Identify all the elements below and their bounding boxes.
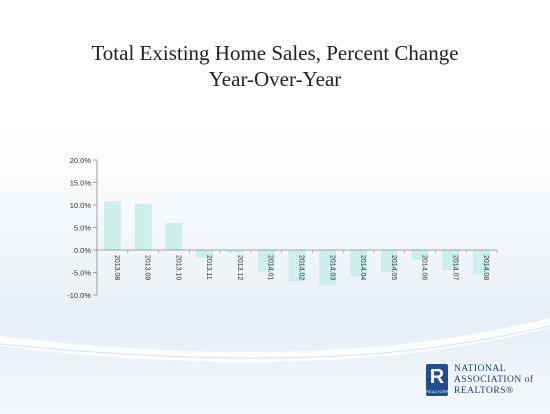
x-tick-label: 2014.03 xyxy=(328,255,335,280)
x-tick-label: 2014.07 xyxy=(451,255,458,280)
chart-title: Total Existing Home Sales, Percent Chang… xyxy=(91,41,459,65)
x-tick-label: 2013.10 xyxy=(174,255,181,280)
y-axis: 20.0% 15.0% 10.0% 5.0% 0.0% -5.0% -10.0% xyxy=(67,156,98,300)
x-tick-label: 2014.01 xyxy=(267,255,274,280)
y-tick-label: 0.0% xyxy=(74,246,91,255)
x-tick-label: 2014.08 xyxy=(482,255,489,280)
bars xyxy=(104,201,490,285)
x-tick-label: 2013.11 xyxy=(205,255,212,280)
y-tick-label: 10.0% xyxy=(70,201,92,210)
y-tick-label: -10.0% xyxy=(67,291,91,300)
x-tick-label: 2013.12 xyxy=(236,255,243,280)
logo-line-3: REALTORS® xyxy=(454,386,514,396)
y-tick-label: 15.0% xyxy=(70,179,92,188)
bar xyxy=(104,201,121,251)
y-tick-label: -5.0% xyxy=(71,269,91,278)
chart-subtitle: Year-Over-Year xyxy=(208,67,342,91)
x-axis: 2013.08 2013.09 2013.10 2013.11 2013.12 2014.… xyxy=(96,249,498,280)
logo-line-1: NATIONAL xyxy=(454,364,507,374)
bar xyxy=(134,203,152,251)
bar xyxy=(165,223,183,251)
realtor-r-icon: R REALTOR® xyxy=(426,364,450,396)
nar-logo: R REALTOR® NATIONAL ASSOCIATION of REALT… xyxy=(426,362,550,406)
y-tick-label: 20.0% xyxy=(70,156,92,165)
x-tick-label: 2013.08 xyxy=(113,255,120,280)
x-tick-label: 2014.06 xyxy=(421,255,428,280)
chart-title-block: Total Existing Home Sales, Percent Chang… xyxy=(0,40,550,92)
x-tick-label: 2013.09 xyxy=(144,255,151,280)
logo-wordmark: NATIONAL ASSOCIATION of REALTORS® xyxy=(454,364,534,397)
x-tick-label: 2014.05 xyxy=(390,255,397,280)
y-tick-label: 5.0% xyxy=(74,224,91,233)
x-tick-label: 2014.04 xyxy=(359,255,366,280)
x-tick-label: 2014.02 xyxy=(298,255,305,280)
logo-line-2: ASSOCIATION of xyxy=(454,375,534,385)
